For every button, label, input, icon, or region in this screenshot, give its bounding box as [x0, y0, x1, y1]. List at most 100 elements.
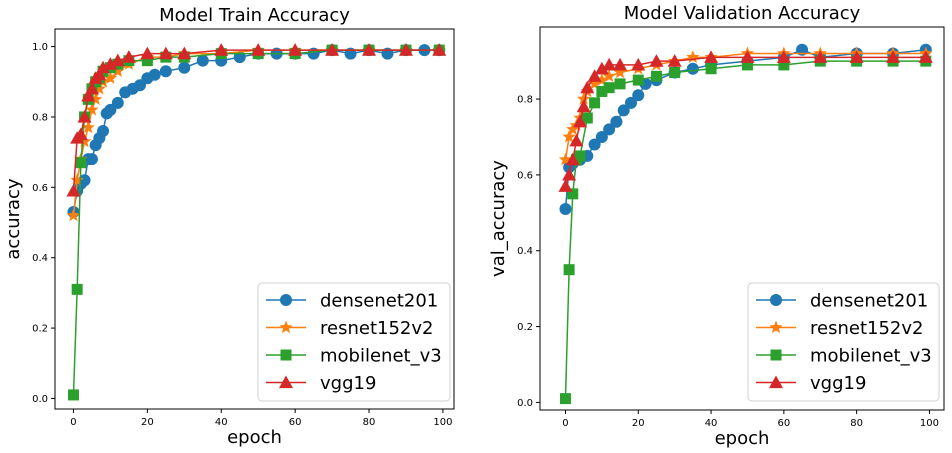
x-tick-label: 40 — [705, 418, 718, 429]
data-point — [85, 153, 98, 166]
data-point — [75, 157, 87, 169]
series-line — [72, 49, 440, 191]
y-tick-label: 0.4 — [517, 246, 533, 257]
x-axis-label: epoch — [715, 428, 770, 449]
data-point — [92, 81, 106, 95]
data-point — [624, 96, 637, 109]
series-vgg19 — [558, 50, 933, 192]
x-tick-label: 100 — [920, 418, 939, 429]
legend-marker — [280, 294, 292, 306]
legend-marker — [769, 375, 783, 389]
data-point — [569, 133, 584, 147]
data-point — [558, 179, 573, 192]
series-densenet201 — [67, 44, 446, 218]
data-point — [563, 264, 575, 276]
legend: densenet201 resnet152v2 mobilenet_v3 vgg19 — [257, 282, 451, 402]
plot-frame — [54, 28, 455, 410]
data-point — [214, 43, 229, 56]
y-axis-label: val_accuracy — [488, 160, 509, 277]
data-point — [669, 67, 681, 79]
data-point — [325, 43, 340, 56]
data-point — [71, 283, 83, 295]
data-point — [594, 61, 609, 75]
data-point — [140, 46, 155, 60]
legend-entry-vgg19: vgg19 — [266, 373, 376, 394]
data-point — [918, 50, 933, 63]
data-point — [78, 174, 91, 187]
data-point — [148, 68, 161, 81]
data-point — [632, 89, 645, 102]
data-point — [67, 389, 79, 401]
y-tick-label: 0.8 — [32, 112, 48, 123]
data-point — [650, 70, 662, 82]
legend-label: resnet152v2 — [320, 318, 433, 339]
data-point — [565, 152, 580, 166]
legend-marker — [770, 294, 782, 306]
y-axis-label: accuracy — [3, 178, 24, 260]
data-point — [77, 134, 92, 148]
y-tick-label: 0.2 — [32, 324, 48, 335]
chart-title: Model Validation Accuracy — [624, 3, 861, 24]
y-tick-label: 0.0 — [32, 394, 48, 405]
data-point — [121, 50, 136, 63]
legend-marker — [279, 375, 293, 389]
data-point — [577, 92, 591, 105]
legend: densenet201 resnet152v2 mobilenet_v3 vgg19 — [747, 282, 940, 402]
data-point — [796, 43, 809, 56]
data-point — [849, 50, 864, 63]
y-tick-label: 0.0 — [517, 398, 533, 409]
data-point — [566, 122, 580, 136]
y-tick-label: 0.8 — [517, 95, 533, 106]
data-point — [103, 57, 118, 70]
x-tick-label: 0 — [562, 418, 568, 429]
y-tick-label: 0.4 — [32, 253, 48, 264]
legend-entry-densenet201: densenet201 — [756, 291, 928, 312]
legend-entry-mobilenet_v3: mobilenet_v3 — [266, 346, 442, 367]
legend-entry-vgg19: vgg19 — [756, 373, 866, 394]
data-point — [602, 57, 617, 71]
data-point — [667, 54, 682, 67]
data-point — [81, 120, 95, 134]
x-tick-label: 0 — [70, 417, 76, 428]
data-point — [587, 76, 602, 90]
data-point — [562, 167, 577, 181]
series-vgg19 — [66, 43, 447, 197]
data-point — [610, 115, 623, 128]
chart-title: Model Train Accuracy — [159, 5, 350, 26]
legend-label: vgg19 — [810, 373, 866, 394]
data-point — [111, 64, 125, 77]
data-point — [92, 67, 107, 81]
legend-entry-resnet152v2: resnet152v2 — [756, 318, 923, 339]
data-point — [562, 129, 576, 143]
x-tick-label: 80 — [363, 417, 376, 428]
data-point — [178, 61, 191, 74]
data-point — [686, 50, 700, 63]
data-point — [603, 82, 615, 94]
data-point — [110, 53, 125, 67]
data-point — [141, 55, 153, 67]
data-point — [558, 152, 573, 166]
data-point — [596, 85, 608, 97]
data-point — [587, 69, 602, 82]
data-point — [588, 138, 601, 151]
y-tick-label: 1.0 — [32, 42, 48, 53]
plot-frame — [539, 26, 945, 411]
data-point — [603, 123, 616, 136]
data-point — [97, 125, 110, 138]
x-tick-label: 40 — [215, 417, 228, 428]
series-line — [72, 49, 440, 216]
legend-marker — [770, 349, 782, 361]
series-line — [72, 49, 440, 213]
data-point — [158, 46, 173, 60]
data-point — [741, 59, 753, 71]
data-point — [288, 43, 303, 56]
data-point — [574, 150, 586, 162]
data-point — [70, 173, 84, 186]
series-resnet152v2 — [66, 43, 446, 222]
data-point — [85, 102, 99, 116]
data-point — [66, 183, 81, 197]
chart-panel-2: Model Validation Accuracy 0 20 40 60 80 100 0.0… — [488, 3, 945, 449]
x-tick-label: 20 — [632, 418, 645, 429]
data-point — [581, 112, 593, 124]
